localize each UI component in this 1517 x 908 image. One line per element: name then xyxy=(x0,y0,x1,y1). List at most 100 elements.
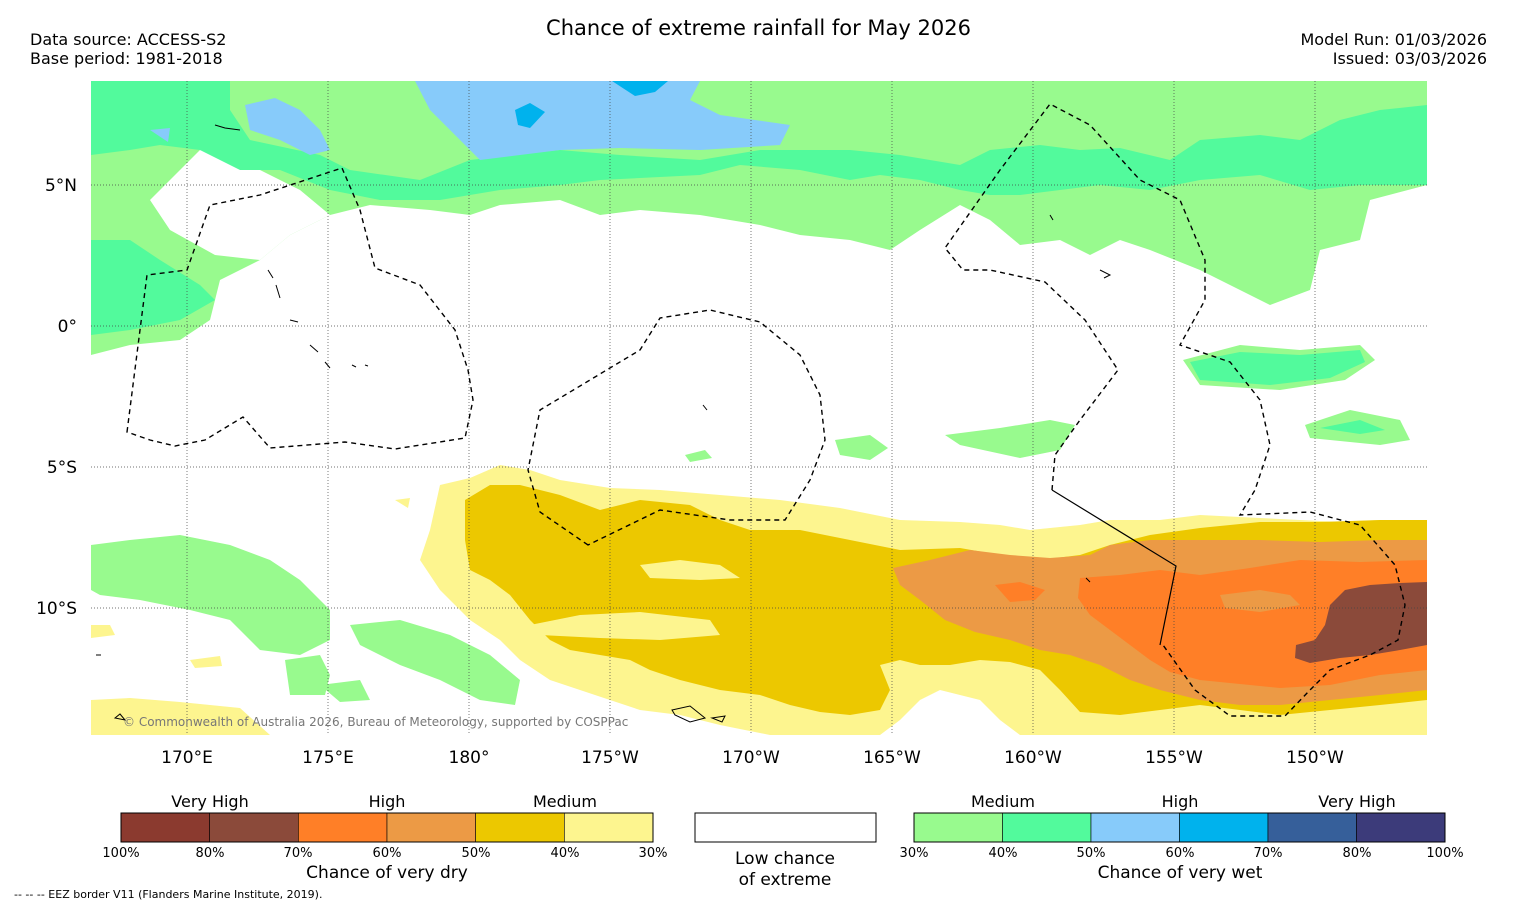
wet-50-dot xyxy=(150,128,170,142)
legend-low-chance: Low chance of extreme xyxy=(694,812,877,890)
eez-tuvalu-kiribati-west xyxy=(126,167,474,450)
wet-tick: 50% xyxy=(1077,846,1106,861)
wet-40-north xyxy=(91,81,1427,200)
wet-low-bay xyxy=(150,150,330,260)
model-run-info: Model Run: 01/03/2026 Issued: 03/03/2026 xyxy=(1301,30,1488,68)
map-fields: © Commonwealth of Australia 2026, Bureau… xyxy=(91,81,1427,735)
dry-cat-very-high: Very High xyxy=(171,792,248,811)
wet-swatch-0 xyxy=(913,812,1003,843)
islands xyxy=(96,124,1112,723)
dry-caption: Chance of very dry xyxy=(306,863,468,883)
wet-swatch-1 xyxy=(1002,812,1092,843)
low-chance-swatch xyxy=(694,812,877,843)
model-run-text: Model Run: 01/03/2026 xyxy=(1300,30,1488,49)
eez-border-solid xyxy=(1051,489,1177,646)
data-source-text: Data source: ACCESS-S2 xyxy=(30,30,227,49)
base-period-text: Base period: 1981-2018 xyxy=(30,49,223,68)
wet-cat-high: High xyxy=(1162,792,1199,811)
dry-tick: 100% xyxy=(102,846,139,861)
lat-label-5n: 5°N xyxy=(45,176,77,196)
wet-swatch-3 xyxy=(1179,812,1269,843)
lat-label-5s: 5°S xyxy=(47,458,77,478)
dry-colorbar xyxy=(120,812,654,843)
wet-tick: 40% xyxy=(989,846,1018,861)
lon-label-175e: 175°E xyxy=(302,748,354,768)
wet-medium-southwest-4 xyxy=(320,680,370,702)
legend-very-dry: Very High High Medium 100% 80% 70% 60% 5… xyxy=(102,792,667,883)
eez-borders xyxy=(126,103,1406,717)
dry-cat-medium: Medium xyxy=(533,792,597,811)
lat-label-0: 0° xyxy=(58,317,77,337)
dry-tick: 30% xyxy=(639,846,668,861)
wet-cat-medium: Medium xyxy=(971,792,1035,811)
map-gridlines xyxy=(91,81,1427,735)
latitude-labels: 5°N 0° 5°S 10°S xyxy=(36,176,77,619)
dry-tick: 80% xyxy=(196,846,225,861)
dry-cat-high: High xyxy=(369,792,406,811)
lon-label-150w: 150°W xyxy=(1286,748,1344,768)
wet-60-north xyxy=(515,103,545,128)
dry-70-core xyxy=(1295,582,1427,663)
dry-swatch-3 xyxy=(386,812,476,843)
dry-30-dot-3 xyxy=(395,498,410,508)
wet-medium-southwest-2 xyxy=(350,620,520,705)
wet-medium-southwest-3 xyxy=(285,655,330,695)
lat-label-10s: 10°S xyxy=(36,599,77,619)
issued-text: Issued: 03/03/2026 xyxy=(1332,49,1487,68)
lon-label-165w: 165°W xyxy=(863,748,921,768)
eez-footnote: -- -- -- EEZ border V11 (Flanders Marine… xyxy=(14,888,323,901)
copyright-text: © Commonwealth of Australia 2026, Bureau… xyxy=(123,715,628,729)
wet-tick: 70% xyxy=(1254,846,1283,861)
lon-label-180: 180° xyxy=(449,748,490,768)
wet-caption: Chance of very wet xyxy=(1098,863,1263,883)
lon-label-170w: 170°W xyxy=(722,748,780,768)
dry-tick: 50% xyxy=(462,846,491,861)
longitude-labels: 170°E 175°E 180° 175°W 170°W 165°W 160°W… xyxy=(161,748,1344,768)
dry-30-southwest xyxy=(91,698,270,735)
dry-30-dot-2 xyxy=(190,656,222,668)
wet-medium-southwest xyxy=(91,535,330,655)
wet-medium-south-central xyxy=(945,420,1075,458)
low-chance-line1: Low chance xyxy=(735,849,835,869)
wet-tick: 30% xyxy=(900,846,929,861)
legend-very-wet: Medium High Very High 30% 40% 50% 60% 70… xyxy=(900,792,1464,883)
dry-tick: 60% xyxy=(373,846,402,861)
wet-40-south-east xyxy=(1320,420,1385,434)
wet-cat-very-high: Very High xyxy=(1318,792,1395,811)
dry-swatch-1 xyxy=(209,812,299,843)
lon-label-175w: 175°W xyxy=(581,748,639,768)
wet-tick: 60% xyxy=(1166,846,1195,861)
wet-swatch-2 xyxy=(1090,812,1180,843)
wet-50-north xyxy=(415,81,790,160)
low-chance-line2: of extreme xyxy=(739,870,832,890)
dry-30-dot xyxy=(91,625,115,638)
dry-60-notch xyxy=(1220,590,1300,612)
wet-tick: 80% xyxy=(1343,846,1372,861)
wet-medium-blob xyxy=(835,435,888,460)
lon-label-155w: 155°W xyxy=(1145,748,1203,768)
wet-50-west xyxy=(245,98,330,155)
dry-40-gap-2 xyxy=(530,612,720,640)
dry-40-gap xyxy=(640,560,740,580)
dry-swatch-5 xyxy=(564,812,654,843)
wet-60-north-2 xyxy=(612,81,668,96)
wet-swatch-5 xyxy=(1356,812,1446,843)
wet-medium-dot xyxy=(685,450,712,462)
dry-tick: 70% xyxy=(284,846,313,861)
wet-tick: 100% xyxy=(1426,846,1463,861)
dry-swatch-4 xyxy=(475,812,565,843)
lon-label-160w: 160°W xyxy=(1004,748,1062,768)
dry-swatch-2 xyxy=(298,812,388,843)
lon-label-170e: 170°E xyxy=(161,748,213,768)
dry-60-small xyxy=(995,582,1045,602)
eez-tokelau xyxy=(527,309,826,546)
wet-40-equator-east xyxy=(1190,350,1365,385)
wet-40-west xyxy=(91,240,215,335)
wet-swatch-4 xyxy=(1267,812,1357,843)
dry-swatch-0 xyxy=(120,812,210,843)
wet-colorbar xyxy=(913,812,1446,843)
dry-tick: 40% xyxy=(551,846,580,861)
data-source-info: Data source: ACCESS-S2 Base period: 1981… xyxy=(30,30,226,68)
page-title: Chance of extreme rainfall for May 2026 xyxy=(546,16,971,40)
